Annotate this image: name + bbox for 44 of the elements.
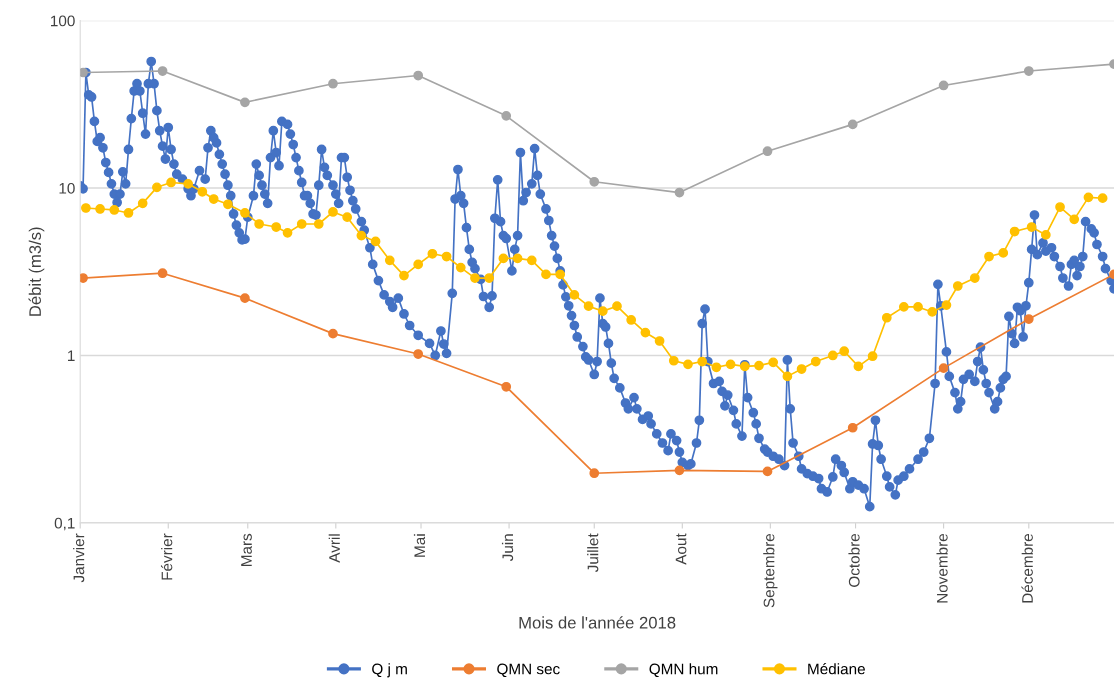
x-tick-label: Aout [675, 533, 687, 565]
point [1023, 66, 1034, 76]
point [589, 468, 600, 479]
point [240, 97, 250, 108]
point [589, 176, 600, 187]
point [157, 268, 168, 279]
point [413, 70, 424, 81]
point [1023, 314, 1034, 324]
point [157, 66, 168, 76]
point [847, 119, 858, 130]
x-tick-label: Décembre [1021, 533, 1033, 603]
x-tick-label: Mars [241, 533, 252, 566]
point [413, 349, 424, 359]
point [938, 363, 949, 374]
legend-label: QMN sec [497, 663, 560, 678]
x-tick-label: Juillet [587, 533, 599, 573]
point [328, 328, 338, 339]
point [501, 110, 512, 121]
x-tick-label: Mai [413, 534, 426, 557]
legend-label: Q j m [372, 663, 407, 678]
legend-label: QMN hum [649, 663, 718, 678]
legend-label: Médiane [808, 662, 865, 675]
point [328, 78, 338, 89]
y-tick-label: 0,1 [54, 517, 75, 531]
y-tick-label: 10 [59, 182, 75, 194]
point [240, 293, 250, 304]
x-tick-label: Avril [328, 534, 340, 563]
point [938, 80, 949, 91]
point [674, 465, 685, 476]
x-tick-label: Janvier [73, 533, 85, 583]
y-tick-label: 100 [51, 15, 75, 27]
x-axis-title: Mois de l'année 2018 [519, 616, 676, 629]
x-tick-label: Février [160, 533, 173, 580]
x-tick-label: Juin [501, 534, 514, 562]
point [501, 381, 512, 392]
point [762, 466, 773, 477]
x-tick-label: Octobre [848, 533, 860, 587]
point [762, 146, 773, 157]
x-tick-label: Novembre [936, 533, 948, 603]
point [674, 187, 685, 198]
point [847, 422, 858, 433]
y-axis-title: Débit (m3/s) [28, 227, 45, 316]
x-tick-label: Septembre [763, 533, 778, 608]
y-tick-label: 1 [68, 350, 75, 361]
